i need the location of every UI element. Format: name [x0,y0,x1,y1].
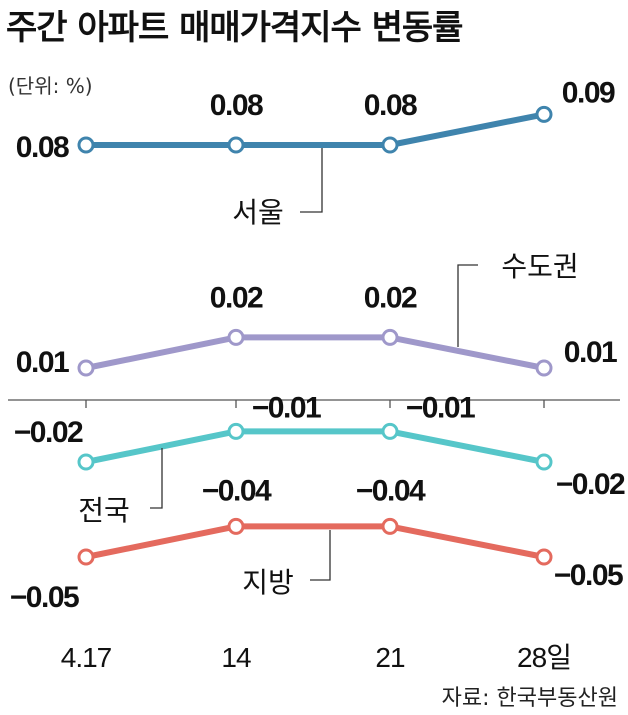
data-label: −0.05 [10,581,79,614]
data-point [227,328,245,346]
data-label: 0.08 [16,131,69,164]
chart-title: 주간 아파트 매매가격지수 변동률 [6,8,463,48]
data-point [535,548,553,566]
data-point [77,453,95,471]
data-label: 0.02 [210,281,263,314]
series-line [85,523,545,560]
data-label: −0.01 [252,391,321,424]
data-point [227,517,245,535]
data-point [381,517,399,535]
x-tick-label: 28일 [517,642,571,673]
series-callout-line [310,530,331,581]
data-point [535,453,553,471]
data-label: 0.08 [364,89,417,122]
data-point [77,548,95,566]
data-label: 0.01 [16,346,69,379]
series-callout-line [300,148,323,213]
series-callout-line [457,264,478,347]
series-line [85,334,545,371]
x-tick-label: 21 [375,642,405,673]
x-tick-label: 4.17 [61,642,112,673]
unit-label: (단위: %) [8,74,93,98]
data-point [227,136,245,154]
data-point [535,105,553,123]
series-지방: −0.05 −0.04 −0.04 −0.05 지방 [10,474,625,614]
data-label: −0.04 [356,474,426,507]
series-line [85,428,545,465]
data-label: −0.04 [202,474,272,507]
data-point [227,422,245,440]
data-label: 0.08 [210,89,263,122]
data-point [381,136,399,154]
series-전국: −0.02 −0.01 −0.01 −0.02 전국 [14,391,627,526]
source-note: 자료: 한국부동산원 [441,686,618,711]
data-label: −0.02 [556,468,625,501]
data-label: −0.05 [554,559,623,592]
data-label: −0.02 [14,416,83,449]
series-name-label: 수도권 [501,251,578,282]
data-point [381,422,399,440]
data-label: 0.01 [564,336,617,369]
series-name-label: 전국 [78,495,130,526]
series-line [86,111,545,148]
data-point [77,136,95,154]
data-point [381,328,399,346]
data-label: 0.02 [364,281,417,314]
data-point [535,359,553,377]
data-label: 0.09 [562,76,615,109]
series-callout-line [150,448,163,509]
series-name-label: 지방 [242,567,294,598]
x-tick-label: 14 [221,642,251,673]
data-label: −0.01 [406,391,475,424]
series-서울: 0.08 0.08 0.08 0.09 서울 [16,76,617,228]
series-수도권: 0.01 0.02 0.02 0.01 수도권 [16,251,619,379]
data-point [77,359,95,377]
series-name-label: 서울 [232,197,284,228]
